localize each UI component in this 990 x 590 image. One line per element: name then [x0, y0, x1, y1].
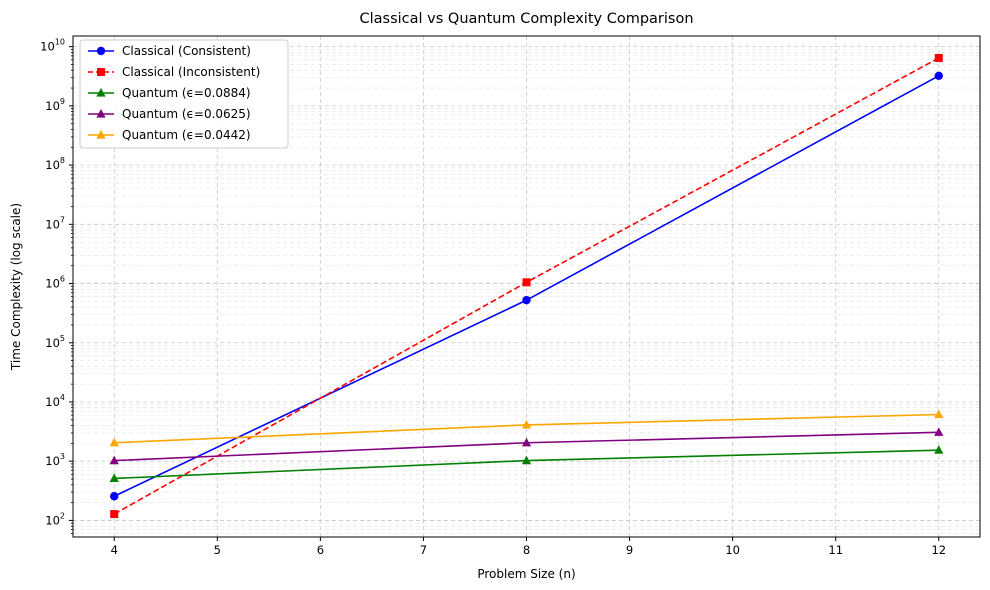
x-tick-label: 6 [317, 543, 324, 557]
x-tick-label: 12 [931, 543, 946, 557]
x-axis-label: Problem Size (n) [477, 567, 575, 581]
chart-title: Classical vs Quantum Complexity Comparis… [359, 11, 693, 27]
y-axis-label: Time Complexity (log scale) [9, 203, 23, 371]
data-point [110, 492, 118, 500]
data-point [110, 510, 118, 518]
legend-label: Quantum (ϵ=0.0625) [122, 107, 251, 121]
legend-label: Classical (Consistent) [122, 44, 251, 58]
data-point [935, 54, 943, 62]
data-point [522, 296, 530, 304]
legend: Classical (Consistent) Classical (Inconsi… [80, 40, 288, 148]
legend-marker [97, 68, 105, 76]
legend-label: Quantum (ϵ=0.0884) [122, 86, 251, 100]
legend-label: Classical (Inconsistent) [122, 65, 260, 79]
x-tick-label: 8 [523, 543, 530, 557]
data-point [523, 278, 531, 286]
x-tick-label: 7 [420, 543, 427, 557]
data-point [935, 72, 943, 80]
x-tick-label: 5 [214, 543, 221, 557]
x-tick-label: 4 [111, 543, 118, 557]
x-tick-label: 11 [828, 543, 843, 557]
x-tick-label: 9 [626, 543, 633, 557]
x-tick-label: 10 [725, 543, 740, 557]
legend-label: Quantum (ϵ=0.0442) [122, 128, 251, 142]
legend-marker [97, 47, 105, 55]
